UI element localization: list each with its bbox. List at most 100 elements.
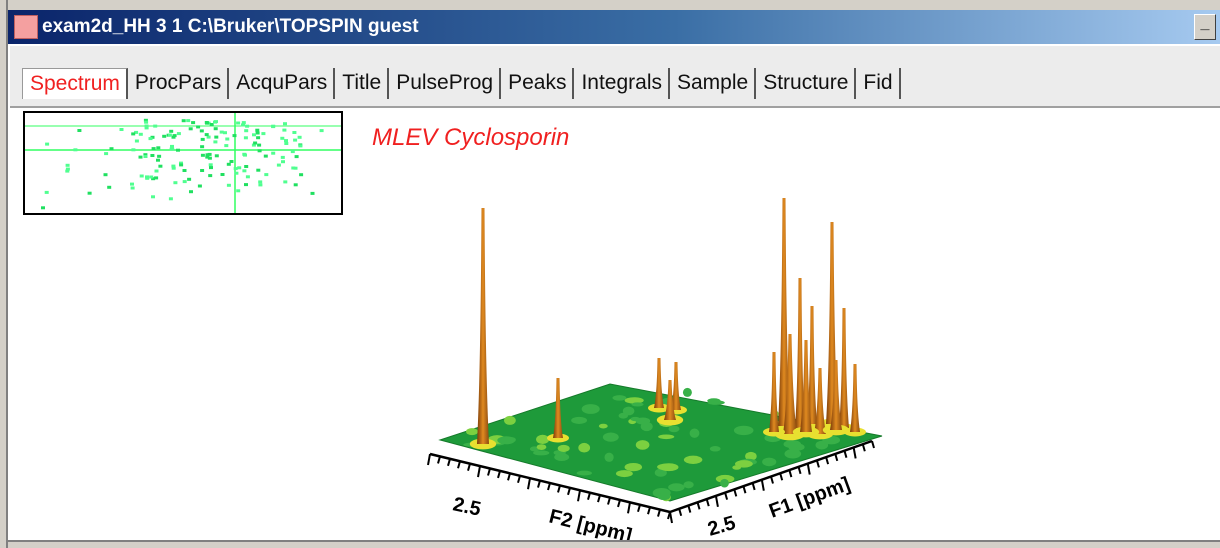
contour-dot xyxy=(225,138,229,141)
tick xyxy=(789,470,791,477)
tab[interactable]: Peaks xyxy=(501,68,574,99)
contour-dot xyxy=(177,132,181,135)
contour-dot xyxy=(227,163,231,166)
window-border xyxy=(8,540,1220,548)
contour-dot xyxy=(215,154,219,157)
noise-blob xyxy=(784,440,802,448)
contour-dot xyxy=(243,154,247,157)
contour-dot xyxy=(209,166,213,169)
contour-dot xyxy=(227,184,231,187)
tick xyxy=(648,507,650,514)
tick xyxy=(863,444,865,451)
contour-dot xyxy=(320,129,324,132)
tab[interactable]: Fid xyxy=(856,68,900,99)
contour-dot xyxy=(256,169,260,172)
tick xyxy=(808,464,810,475)
noise-blob xyxy=(784,449,801,458)
noise-blob xyxy=(658,435,674,440)
noise-blob xyxy=(616,470,633,477)
noise-blob xyxy=(735,460,753,467)
tab[interactable]: Structure xyxy=(756,68,856,99)
contour-dot xyxy=(45,191,49,194)
noise-blob xyxy=(625,397,644,403)
f1-tick-label: 2.5 xyxy=(705,512,738,540)
tick xyxy=(725,493,727,500)
contour-dot xyxy=(246,175,250,178)
contour-dot xyxy=(144,121,148,124)
contour-dot xyxy=(173,181,177,184)
contour-dot xyxy=(233,134,237,137)
contour-dot xyxy=(284,142,288,145)
tab[interactable]: PulseProg xyxy=(389,68,501,99)
contour-dot xyxy=(237,166,241,169)
contour-dot xyxy=(257,144,261,147)
contour-dot xyxy=(200,169,204,172)
noise-blob xyxy=(630,417,640,421)
contour-dot xyxy=(201,154,205,157)
contour-dot xyxy=(281,156,285,159)
contour-dot xyxy=(172,167,176,170)
contour-dot xyxy=(258,183,262,186)
contour-dot xyxy=(236,122,240,125)
tick xyxy=(734,489,736,496)
noise-blob xyxy=(710,446,721,451)
tick xyxy=(817,460,819,467)
contour-dot xyxy=(241,123,245,126)
contour-dot xyxy=(201,138,205,141)
tab[interactable]: Spectrum xyxy=(22,68,128,99)
peak xyxy=(769,352,779,432)
tick xyxy=(478,466,480,477)
tick xyxy=(588,493,590,500)
contour-dot xyxy=(280,137,284,140)
tab[interactable]: Integrals xyxy=(574,68,670,99)
contour-dot xyxy=(107,186,111,189)
contour-dot xyxy=(104,173,108,176)
tick xyxy=(548,483,550,490)
noise-blob xyxy=(536,435,549,444)
tick xyxy=(844,451,846,458)
noise-blob xyxy=(625,463,642,471)
contour-dot xyxy=(66,168,70,171)
contour-dot xyxy=(149,137,153,140)
tick xyxy=(488,469,490,476)
contour-dot xyxy=(151,195,155,198)
contour-dot xyxy=(292,131,296,134)
noise-blob xyxy=(619,413,628,419)
tick xyxy=(698,502,700,509)
contour-dot xyxy=(144,155,148,158)
tick xyxy=(716,496,718,507)
tick xyxy=(508,473,510,480)
contour-dot xyxy=(258,149,262,152)
contour-dot xyxy=(131,187,135,190)
minimize-button[interactable]: _ xyxy=(1194,14,1216,40)
contour-dot xyxy=(170,145,174,148)
contour-dot xyxy=(182,119,186,122)
peak xyxy=(654,358,664,408)
tab[interactable]: Title xyxy=(335,68,389,99)
contour-dot xyxy=(277,164,281,167)
noise-blob xyxy=(599,424,608,429)
contour-dot xyxy=(155,170,159,173)
noise-blob xyxy=(684,456,702,464)
tab[interactable]: Sample xyxy=(670,68,756,99)
contour-dot xyxy=(150,154,154,157)
tab[interactable]: AcquPars xyxy=(229,68,335,99)
noise-blob xyxy=(657,493,670,500)
tick xyxy=(799,467,801,474)
contour-dot xyxy=(256,136,260,139)
contour-dot xyxy=(244,165,248,168)
tick xyxy=(578,490,580,501)
contour-dot xyxy=(281,160,285,163)
contour-dot xyxy=(198,185,202,188)
tick xyxy=(528,478,530,489)
tick xyxy=(468,464,470,471)
contour-dot xyxy=(209,163,213,166)
tick xyxy=(872,441,874,448)
tab[interactable]: ProcPars xyxy=(128,68,229,99)
noise-blob xyxy=(504,416,516,425)
noise-blob xyxy=(631,402,643,406)
contour-dot xyxy=(169,130,173,133)
tick xyxy=(558,485,560,492)
peak xyxy=(839,308,849,428)
